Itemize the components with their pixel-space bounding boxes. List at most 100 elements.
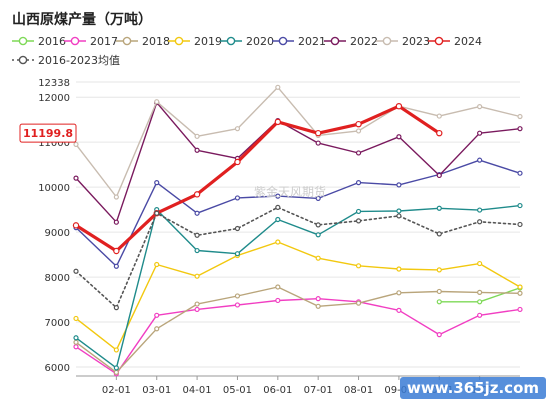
legend-swatch-marker bbox=[278, 36, 288, 46]
data-point bbox=[355, 120, 362, 128]
data-point bbox=[194, 147, 200, 153]
data-point bbox=[517, 126, 523, 132]
data-point bbox=[517, 170, 523, 176]
data-point bbox=[73, 268, 79, 274]
legend-label: 2016-2023均值 bbox=[38, 54, 120, 67]
legend-item-2021: 2021 bbox=[272, 35, 326, 48]
data-point bbox=[517, 113, 523, 120]
data-point bbox=[395, 102, 403, 110]
data-point bbox=[275, 204, 281, 210]
legend-swatch-marker bbox=[382, 36, 392, 46]
legend-item-2016-2023均值: 2016-2023均值 bbox=[12, 54, 120, 67]
series-line bbox=[75, 101, 521, 223]
data-point bbox=[194, 210, 200, 216]
data-point bbox=[315, 140, 321, 146]
data-point bbox=[477, 260, 483, 267]
data-point bbox=[113, 194, 119, 200]
data-point bbox=[154, 210, 160, 216]
legend-item-2024: 2024 bbox=[428, 35, 482, 48]
data-point bbox=[477, 289, 483, 295]
site-badge-bg bbox=[400, 377, 546, 399]
data-point bbox=[275, 216, 281, 223]
data-point bbox=[396, 290, 402, 296]
x-tick-label: 03-01 bbox=[142, 385, 171, 396]
data-point bbox=[436, 299, 442, 305]
data-point bbox=[396, 307, 402, 313]
data-point bbox=[154, 326, 160, 332]
data-point bbox=[275, 193, 281, 199]
data-point bbox=[234, 158, 241, 166]
legend-layer: 2016 2017 2018 2019 2020 2021 2022 2023 2024 2016… bbox=[12, 35, 482, 67]
legend-swatch-marker bbox=[434, 36, 444, 46]
data-point bbox=[477, 157, 483, 163]
data-point bbox=[396, 208, 402, 214]
data-point bbox=[517, 284, 523, 290]
series-line bbox=[75, 159, 521, 267]
data-point bbox=[113, 305, 119, 311]
y-tick-label: 6000 bbox=[45, 363, 70, 374]
series-2024 bbox=[72, 102, 443, 255]
data-point bbox=[193, 191, 201, 198]
series-2016-2023均值 bbox=[73, 204, 523, 311]
legend-item-2018: 2018 bbox=[116, 35, 170, 48]
data-point bbox=[355, 263, 362, 269]
data-point bbox=[113, 365, 119, 371]
callout-label: 11199.8 bbox=[23, 127, 73, 140]
x-tick-label: 06-01 bbox=[263, 385, 292, 396]
data-point bbox=[436, 267, 442, 273]
data-point bbox=[154, 99, 160, 105]
value-callout: 11199.8 bbox=[19, 123, 77, 143]
legend-label: 2019 bbox=[194, 35, 222, 48]
legend-label: 2021 bbox=[298, 35, 326, 48]
x-tick-label: 09-01 bbox=[384, 385, 413, 396]
series-2019 bbox=[73, 239, 523, 353]
x-tick-label: 02-01 bbox=[102, 385, 131, 396]
y-tick-label: 12000 bbox=[38, 93, 70, 104]
data-point bbox=[113, 247, 120, 255]
data-point bbox=[234, 302, 241, 308]
chart-title: 山西原煤产量（万吨） bbox=[12, 12, 152, 28]
legend-label: 2020 bbox=[246, 35, 274, 48]
data-point bbox=[436, 205, 442, 211]
data-point bbox=[234, 293, 241, 299]
legend-label: 2018 bbox=[142, 35, 170, 48]
data-point bbox=[517, 202, 523, 209]
data-point bbox=[315, 255, 321, 261]
data-point bbox=[396, 213, 402, 219]
data-point bbox=[194, 232, 200, 238]
series-2020 bbox=[73, 202, 523, 371]
data-point bbox=[194, 273, 200, 279]
series-2018 bbox=[73, 284, 523, 376]
data-point bbox=[113, 219, 119, 225]
data-point bbox=[73, 141, 79, 148]
legend-label: 2022 bbox=[350, 35, 378, 48]
series-line bbox=[75, 298, 521, 375]
y-tick-label: 7000 bbox=[45, 318, 70, 329]
data-point bbox=[517, 221, 523, 228]
legend-swatch-marker bbox=[18, 55, 28, 65]
data-point bbox=[396, 134, 402, 140]
legend-swatch-marker bbox=[226, 36, 236, 46]
data-point bbox=[314, 129, 322, 137]
data-point bbox=[234, 126, 241, 132]
data-point bbox=[436, 231, 442, 237]
series-line bbox=[75, 206, 521, 309]
legend-item-2016: 2016 bbox=[12, 35, 66, 48]
callout-box bbox=[19, 123, 77, 143]
data-point bbox=[73, 335, 79, 341]
data-point bbox=[73, 175, 79, 181]
data-point bbox=[355, 150, 362, 156]
series-2017 bbox=[73, 296, 523, 377]
data-point bbox=[73, 339, 79, 345]
legend-label: 2016 bbox=[38, 35, 66, 48]
y-tick-label: 9000 bbox=[45, 228, 70, 239]
y-tick-label: 10000 bbox=[38, 183, 70, 194]
data-point bbox=[113, 347, 119, 353]
series-line bbox=[74, 104, 441, 253]
data-point bbox=[234, 195, 241, 201]
legend-label: 2023 bbox=[402, 35, 430, 48]
data-point bbox=[315, 222, 321, 228]
site-badge: www.365jz.com bbox=[400, 377, 546, 399]
y-tick-label: 12338 bbox=[38, 78, 70, 89]
